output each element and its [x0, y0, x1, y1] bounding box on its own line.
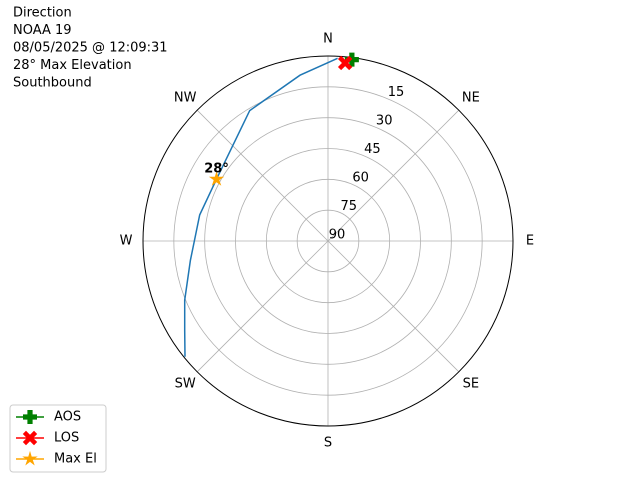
theta-tick-label: W [120, 234, 133, 249]
r-grid-line [173, 86, 483, 396]
legend-label: Max El [54, 452, 97, 467]
legend-frame [9, 404, 107, 473]
title-line: 08/05/2025 @ 12:09:31 [13, 41, 168, 56]
title-block: Direction NOAA 19 08/05/2025 @ 12:09:31 28°… [13, 6, 168, 91]
theta-tick-label: N [323, 32, 333, 47]
legend-marker [23, 410, 37, 424]
r-tick-label: 15 [388, 85, 405, 100]
theta-tick-label: S [324, 436, 332, 451]
legend-label: LOS [54, 431, 79, 446]
r-tick-label: 60 [352, 171, 369, 186]
legend-label: AOS [54, 410, 81, 425]
r-grid-line [265, 178, 391, 304]
title-line: Direction [13, 6, 72, 21]
track-line [183, 57, 338, 357]
value-label: 28° [204, 162, 229, 177]
r-tick-label: 75 [341, 199, 358, 214]
marker [344, 52, 359, 67]
r-tick-label: 30 [376, 114, 393, 129]
marker [337, 55, 353, 71]
theta-tick-label: NE [462, 91, 480, 106]
theta-tick-label: SW [175, 376, 196, 391]
marker-stroke [337, 55, 353, 71]
r-tick-label: 45 [364, 142, 381, 157]
r-grid-line [235, 148, 421, 334]
r-grid-line [204, 117, 452, 365]
legend-marker [22, 450, 38, 466]
title-line: Southbound [13, 76, 92, 91]
title-line: NOAA 19 [13, 23, 72, 38]
legend: AOS LOS Max El [9, 404, 107, 473]
theta-tick-label: E [526, 234, 534, 249]
r-grid-line [296, 209, 360, 273]
theta-tick-label: NW [174, 91, 197, 106]
r-tick-label: 90 [329, 228, 346, 243]
title-line: 28° Max Elevation [13, 58, 132, 73]
marker [208, 171, 225, 186]
legend-marker [22, 430, 38, 446]
outer-frame [142, 55, 514, 427]
theta-tick-label: SE [463, 376, 479, 391]
marker-stroke [22, 430, 38, 446]
